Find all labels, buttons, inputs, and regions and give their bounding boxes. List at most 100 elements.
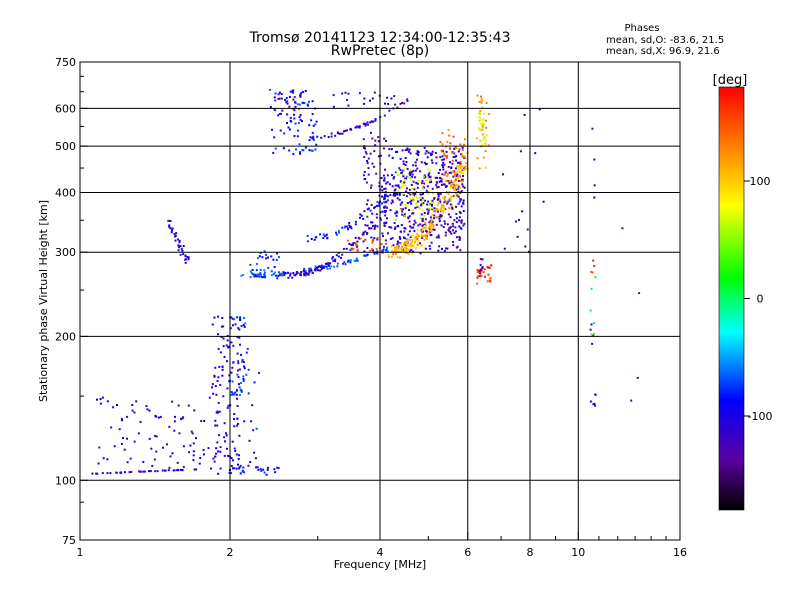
data-point (455, 146, 457, 149)
data-point (292, 98, 295, 101)
data-point (219, 450, 222, 453)
data-point (430, 181, 433, 183)
data-point (230, 465, 233, 467)
data-point (420, 244, 423, 246)
data-point (148, 437, 151, 440)
data-point (439, 198, 442, 201)
data-point (302, 90, 305, 93)
data-point (299, 272, 302, 275)
data-point (421, 201, 424, 204)
data-point (397, 189, 400, 192)
data-point (177, 404, 180, 407)
data-point (593, 333, 595, 336)
data-point (331, 257, 334, 260)
data-point (295, 272, 298, 275)
data-point (382, 248, 385, 251)
data-point (384, 102, 386, 105)
data-point (371, 239, 374, 242)
data-point (448, 206, 451, 209)
data-point (365, 152, 368, 155)
data-point (422, 209, 425, 212)
data-point (382, 235, 384, 237)
data-point (161, 469, 164, 472)
data-point (394, 227, 396, 230)
data-point (399, 203, 402, 206)
data-point (459, 212, 462, 215)
data-point (412, 198, 415, 201)
data-point (326, 267, 329, 270)
data-point (455, 188, 457, 191)
data-point (175, 232, 178, 235)
data-point (464, 155, 466, 158)
data-point (431, 208, 434, 211)
data-point (128, 471, 131, 474)
data-point (390, 202, 393, 205)
data-point (427, 211, 430, 214)
data-point (479, 264, 482, 267)
data-point (151, 464, 154, 467)
data-point (386, 206, 389, 209)
data-point (300, 271, 303, 274)
data-point (481, 106, 484, 109)
data-point (346, 129, 348, 132)
data-point (255, 263, 258, 265)
data-point (443, 249, 446, 252)
data-point (282, 271, 285, 273)
data-point (438, 220, 441, 223)
data-point (319, 269, 322, 272)
data-point (385, 140, 387, 142)
data-point (444, 201, 447, 203)
data-point (437, 249, 440, 252)
data-point (403, 247, 406, 249)
data-point (442, 168, 445, 171)
data-point (438, 245, 441, 248)
data-point (427, 226, 430, 229)
x-tick-label: 16 (673, 546, 687, 559)
data-point (412, 169, 415, 172)
data-point (225, 434, 228, 437)
data-point (226, 387, 229, 390)
data-point (453, 173, 456, 176)
data-point (431, 218, 434, 221)
data-point (214, 455, 217, 458)
data-point (354, 223, 357, 226)
data-point (433, 197, 436, 200)
data-point (457, 193, 460, 196)
data-point (381, 189, 384, 192)
data-point (255, 269, 258, 272)
data-point (249, 270, 252, 273)
data-point (120, 471, 122, 474)
data-point (310, 238, 313, 240)
data-point (388, 183, 391, 186)
data-point (369, 209, 372, 212)
data-point (224, 440, 226, 443)
data-point (461, 178, 464, 181)
data-point (182, 445, 185, 448)
data-point (435, 162, 438, 165)
data-point (452, 175, 455, 178)
data-point (266, 466, 269, 469)
data-point (262, 468, 265, 471)
data-point (408, 230, 411, 233)
data-point (401, 201, 404, 204)
data-point (422, 204, 425, 207)
data-point (230, 393, 233, 396)
data-point (219, 351, 222, 354)
data-point (289, 90, 292, 93)
data-point (416, 150, 419, 153)
data-point (414, 221, 417, 224)
data-point (449, 142, 452, 145)
data-point (418, 180, 421, 183)
data-point (407, 150, 410, 153)
data-point (252, 429, 255, 432)
data-point (346, 260, 349, 263)
data-point (155, 415, 158, 418)
data-point (447, 228, 450, 231)
data-point (404, 163, 407, 166)
data-point (452, 225, 455, 228)
data-point (258, 274, 261, 276)
data-point (203, 453, 205, 456)
data-point (432, 225, 435, 228)
data-point (438, 180, 441, 183)
data-point (394, 247, 397, 250)
